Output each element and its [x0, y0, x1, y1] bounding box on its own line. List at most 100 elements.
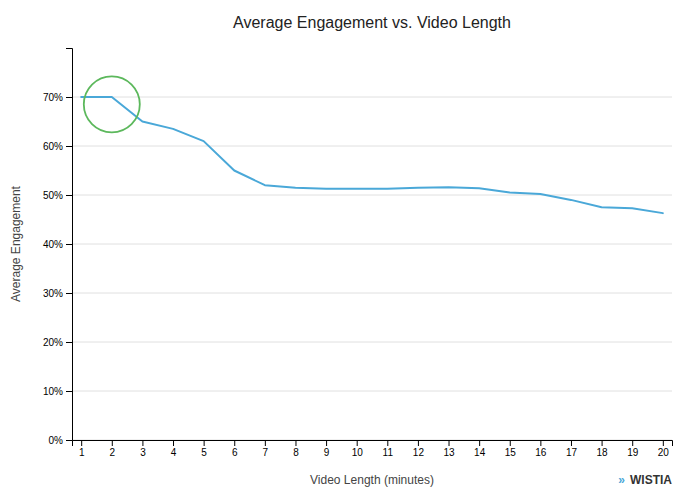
x-tick-mark: [602, 440, 603, 446]
y-tick-mark: [66, 146, 72, 147]
grid-line: [72, 342, 672, 343]
x-tick: 14: [474, 440, 486, 458]
x-tick-mark: [479, 440, 480, 446]
x-tick-label: 7: [263, 447, 269, 458]
x-tick-label: 3: [140, 447, 146, 458]
y-tick: 0%: [49, 435, 72, 446]
x-tick-label: 12: [413, 447, 425, 458]
y-tick-mark: [66, 342, 72, 343]
x-tick-label: 10: [352, 447, 364, 458]
x-tick-mark: [234, 440, 235, 446]
x-tick-mark: [510, 440, 511, 446]
x-tick-label: 5: [201, 447, 207, 458]
x-tick-label: 14: [474, 447, 486, 458]
x-tick: 19: [627, 440, 639, 458]
grid-line: [72, 293, 672, 294]
grid-line: [72, 97, 672, 98]
x-tick: 18: [597, 440, 609, 458]
x-tick-mark: [663, 440, 664, 446]
grid-line: [72, 146, 672, 147]
x-tick-label: 20: [658, 447, 670, 458]
y-tick-mark: [66, 195, 72, 196]
x-tick-label: 18: [597, 447, 609, 458]
x-tick: 3: [140, 440, 146, 458]
x-tick: 13: [443, 440, 455, 458]
x-tick-label: 1: [79, 447, 85, 458]
x-tick-label: 13: [443, 447, 455, 458]
x-tick: 2: [110, 440, 116, 458]
y-tick: 20%: [43, 337, 72, 348]
x-tick: 1: [79, 440, 85, 458]
x-tick-mark: [540, 440, 541, 446]
x-tick-mark: [632, 440, 633, 446]
x-tick: 9: [324, 440, 330, 458]
y-tick-mark: [66, 391, 72, 392]
x-tick-mark: [326, 440, 327, 446]
x-tick: 20: [658, 440, 670, 458]
y-tick-label: 30%: [43, 288, 63, 299]
y-tick-label: 10%: [43, 386, 63, 397]
y-axis-line: [66, 49, 73, 441]
x-tick-mark: [81, 440, 82, 446]
chart: 12345678910111213141516171819200%10%20%3…: [0, 0, 700, 498]
x-tick-label: 8: [293, 447, 299, 458]
x-tick-mark: [295, 440, 296, 446]
y-tick-mark: [66, 244, 72, 245]
y-tick: 40%: [43, 239, 72, 250]
plot-area: 12345678910111213141516171819200%10%20%3…: [43, 49, 673, 459]
x-tick-mark: [142, 440, 143, 446]
x-tick: 5: [201, 440, 207, 458]
x-tick-mark: [357, 440, 358, 446]
y-tick: 70%: [43, 92, 72, 103]
y-tick: 50%: [43, 190, 72, 201]
x-tick-label: 19: [627, 447, 639, 458]
x-tick-label: 15: [505, 447, 517, 458]
y-tick: 10%: [43, 386, 72, 397]
y-tick-label: 0%: [49, 435, 64, 446]
y-tick-label: 70%: [43, 92, 63, 103]
x-tick: 7: [263, 440, 269, 458]
marks: [81, 97, 663, 213]
x-tick-mark: [387, 440, 388, 446]
grid: [72, 97, 672, 440]
y-tick-label: 50%: [43, 190, 63, 201]
annotation: WISTIA: [630, 473, 672, 487]
title: Average Engagement vs. Video Length: [233, 14, 511, 31]
y-tick-mark: [66, 293, 72, 294]
x-tick: 15: [505, 440, 517, 458]
grid-line: [72, 244, 672, 245]
x-tick: 10: [352, 440, 364, 458]
x-tick: 11: [383, 440, 394, 458]
x-tick-mark: [173, 440, 174, 446]
y-axis: 0% 10% 20% 30% 40% 50% 60% 70%: [43, 49, 73, 446]
grid-line: [72, 195, 672, 196]
highlight-circle: [84, 76, 140, 132]
x-tick: 6: [232, 440, 238, 458]
y-tick: 60%: [43, 141, 72, 152]
x-tick-label: 6: [232, 447, 238, 458]
x-tick: 17: [566, 440, 578, 458]
y-tick: 30%: [43, 288, 72, 299]
x-tick-mark: [265, 440, 266, 446]
x-tick-label: 11: [383, 447, 394, 458]
line: [81, 97, 663, 213]
y-tick-label: 20%: [43, 337, 63, 348]
x-axis: 1234567891011121314151617181920: [73, 440, 673, 458]
grid-line: [72, 391, 672, 392]
x-tick-label: 4: [171, 447, 177, 458]
y-tick-mark: [66, 97, 72, 98]
x-tick: 8: [293, 440, 299, 458]
x-tick-mark: [571, 440, 572, 446]
x-axis-title: Video Length (minutes): [310, 473, 434, 487]
y-tick-mark: [66, 440, 72, 441]
x-tick: 4: [171, 440, 177, 458]
y-axis-title: Average Engagement: [9, 185, 23, 302]
x-tick-label: 2: [110, 447, 116, 458]
x-tick-mark: [418, 440, 419, 446]
x-tick-label: 17: [566, 447, 578, 458]
x-tick-mark: [204, 440, 205, 446]
x-tick: 16: [535, 440, 547, 458]
y-tick-label: 60%: [43, 141, 63, 152]
x-tick: 12: [413, 440, 425, 458]
annotation: »: [618, 473, 625, 487]
